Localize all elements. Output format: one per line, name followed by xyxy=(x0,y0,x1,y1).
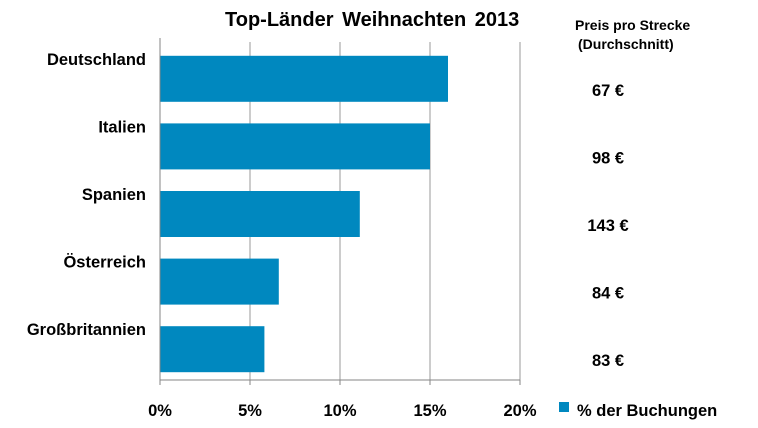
x-tick-label: 15% xyxy=(413,402,446,420)
chart-title: Top-Länder Weihnachten 2013 xyxy=(225,9,520,31)
category-label: Spanien xyxy=(82,186,146,204)
price-label: 143 € xyxy=(587,217,628,235)
price-label: 67 € xyxy=(592,82,624,100)
legend-swatch xyxy=(559,402,569,412)
x-tick-label: 20% xyxy=(503,402,536,420)
bar xyxy=(160,326,265,373)
category-label: Deutschland xyxy=(47,51,146,69)
category-label: Italien xyxy=(98,118,146,136)
bar xyxy=(160,191,360,237)
price-header-line1: Preis pro Strecke xyxy=(575,17,691,33)
legend-label: % der Buchungen xyxy=(577,402,717,420)
category-label: Großbritannien xyxy=(27,321,146,339)
price-label: 84 € xyxy=(592,285,624,303)
bar xyxy=(160,55,448,102)
price-label: 83 € xyxy=(592,352,624,370)
price-header: Preis pro Strecke (Durchschnitt) xyxy=(575,16,690,54)
bar xyxy=(160,258,279,305)
bar xyxy=(160,123,430,170)
x-tick-label: 10% xyxy=(323,402,356,420)
category-label: Österreich xyxy=(63,253,146,272)
x-tick-label: 5% xyxy=(238,402,262,420)
x-tick-label: 0% xyxy=(148,402,172,420)
price-header-line2: (Durchschnitt) xyxy=(578,36,674,52)
price-label: 98 € xyxy=(592,149,624,167)
